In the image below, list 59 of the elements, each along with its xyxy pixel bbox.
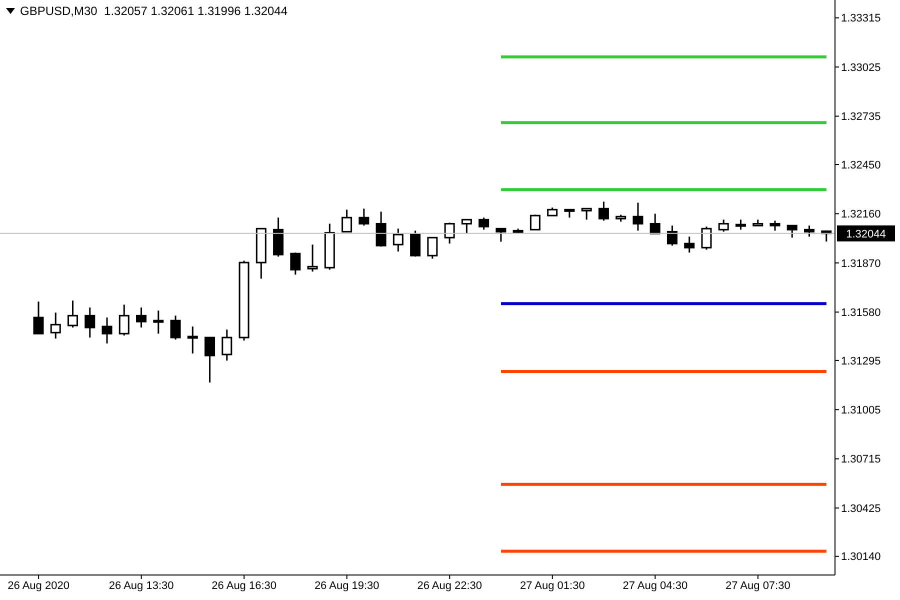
candlestick [444, 222, 455, 244]
y-tick-label: 1.32450 [841, 159, 881, 172]
candlestick [50, 312, 61, 340]
candlestick [102, 316, 112, 344]
candlestick [735, 218, 746, 230]
candlestick [342, 208, 352, 232]
candlestick [170, 314, 181, 340]
candlestick [136, 306, 147, 328]
candlestick [701, 226, 712, 250]
y-tick-label: 1.31580 [841, 307, 881, 319]
x-tick-label: 26 Aug 22:30 [417, 580, 482, 592]
y-tick-label: 1.30140 [841, 551, 881, 564]
x-tick-label: 26 Aug 19:30 [314, 580, 380, 592]
candlestick [392, 228, 404, 252]
candlestick [187, 326, 198, 354]
x-tick-label: 26 Aug 16:30 [212, 580, 277, 592]
y-tick-label: 1.32735 [841, 111, 881, 124]
candlestick [290, 252, 301, 276]
candlestick [153, 310, 164, 334]
candlestick [358, 208, 370, 226]
candlestick [581, 208, 592, 220]
y-tick-label: 1.32160 [841, 208, 881, 221]
x-tick-label: 26 Aug 13:30 [108, 580, 174, 592]
candlestick [376, 210, 386, 248]
chart-title: GBPUSD,M30 1.32057 1.32061 1.31996 1.32044 [20, 4, 288, 18]
candlestick [804, 224, 814, 238]
candlestick [666, 224, 678, 246]
candlestick [33, 300, 44, 334]
x-tick-label: 26 Aug 2020 [8, 580, 70, 592]
x-tick-label: 27 Aug 01:30 [520, 580, 585, 592]
candlestick [68, 300, 78, 328]
candlestick [84, 306, 96, 338]
candlestick [786, 224, 798, 238]
candlestick [496, 228, 506, 242]
y-tick-label: 1.30425 [841, 502, 881, 515]
candlestick [650, 212, 660, 234]
candlestick [118, 304, 130, 336]
candlestick [204, 336, 216, 384]
y-tick-label: 1.30715 [841, 454, 881, 466]
x-tick-label: 27 Aug 04:30 [622, 580, 688, 592]
candlestick [632, 202, 644, 232]
candlestick [410, 230, 421, 258]
candlestick [530, 214, 540, 230]
candlestick [598, 200, 609, 222]
candlestick [478, 216, 490, 230]
candlestick [427, 236, 438, 260]
y-tick-label: 1.33025 [841, 62, 881, 74]
y-tick-label: 1.31295 [841, 355, 881, 368]
y-tick-label: 1.31870 [841, 258, 881, 270]
x-tick-label: 27 Aug 07:30 [726, 580, 790, 592]
candlestick [718, 218, 729, 232]
candlestick [770, 220, 780, 232]
candlestick [461, 218, 472, 234]
ref-line-label: 1.32044 [846, 228, 886, 240]
y-tick-label: 1.33315 [841, 12, 881, 25]
candlestick [222, 328, 232, 362]
y-tick-label: 1.31005 [841, 404, 881, 417]
candlestick [307, 244, 318, 272]
candlestick [684, 236, 695, 254]
